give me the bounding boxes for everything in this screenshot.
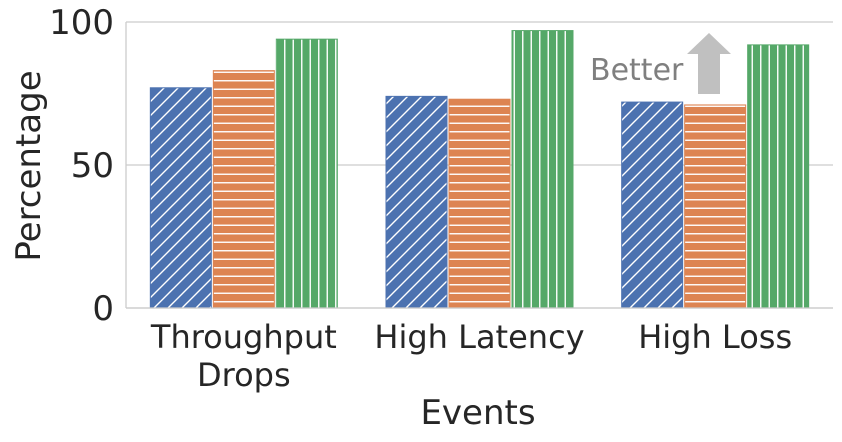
x-axis-title: Events — [420, 393, 535, 433]
y-tick-label: 50 — [71, 146, 114, 186]
x-category-label: High Loss — [638, 318, 792, 356]
bar — [385, 95, 448, 309]
bar — [275, 38, 338, 309]
bar — [149, 87, 212, 309]
y-axis-title: Percentage — [9, 70, 49, 261]
bar — [684, 104, 747, 309]
x-category-label: High Latency — [374, 318, 584, 356]
better-label: Better — [590, 53, 684, 88]
y-tick-labels: 0 50 100 — [49, 3, 114, 329]
bar — [747, 44, 810, 309]
bar — [621, 101, 684, 309]
bar — [511, 30, 574, 309]
x-category-label: Throughput — [150, 318, 337, 356]
y-tick-label: 100 — [49, 3, 114, 43]
y-tick-label: 0 — [92, 289, 114, 329]
better-annotation: Better — [590, 33, 731, 94]
bar — [448, 98, 511, 309]
up-arrow-icon — [687, 33, 731, 94]
bars-group — [149, 30, 810, 309]
bar — [212, 70, 275, 309]
x-category-label: Drops — [197, 356, 291, 394]
axes — [125, 22, 833, 309]
